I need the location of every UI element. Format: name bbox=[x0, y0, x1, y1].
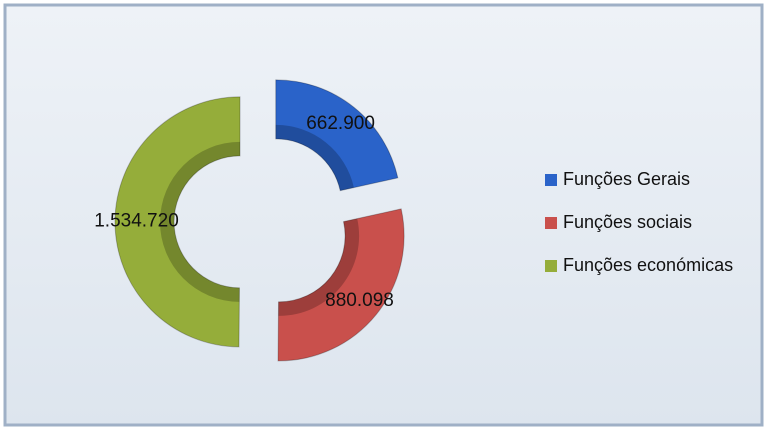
legend-swatch bbox=[545, 217, 557, 229]
labels: 662.900 880.098 1.534.720 bbox=[94, 113, 394, 311]
legend-swatch bbox=[545, 260, 557, 272]
donut-slice bbox=[275, 79, 399, 192]
legend-swatch bbox=[545, 174, 557, 186]
data-label: 880.098 bbox=[325, 290, 394, 311]
slices bbox=[114, 79, 405, 362]
data-label: 662.900 bbox=[306, 113, 375, 134]
donut-slice bbox=[114, 96, 241, 348]
donut-slice bbox=[277, 208, 405, 362]
legend-label: Funções Gerais bbox=[563, 169, 690, 189]
slice-bevel bbox=[278, 218, 360, 316]
slice-bevel bbox=[275, 124, 354, 191]
legend: Funções Gerais Funções sociais Funções eco… bbox=[545, 169, 733, 275]
legend-label: Funções económicas bbox=[563, 255, 733, 275]
data-label: 1.534.720 bbox=[94, 210, 179, 231]
legend-label: Funções sociais bbox=[563, 212, 692, 232]
slice-bevel bbox=[160, 141, 241, 302]
